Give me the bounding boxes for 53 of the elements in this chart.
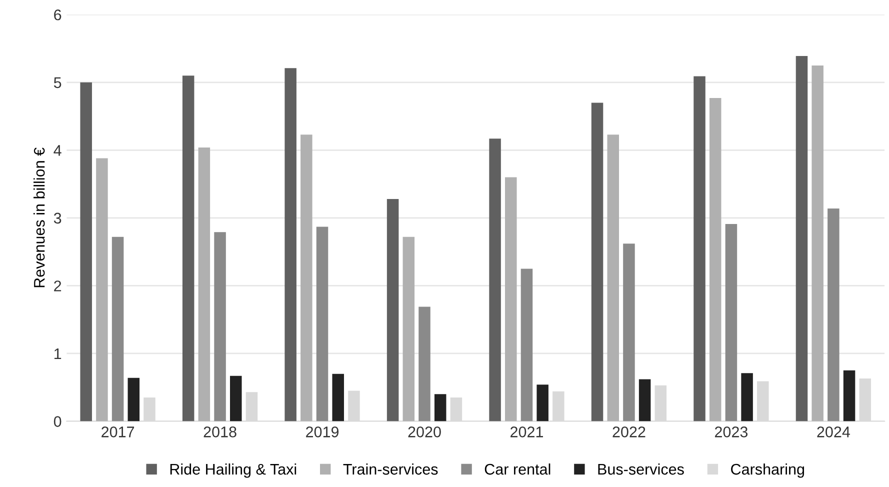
y-tick-label: 5 [54, 77, 62, 88]
x-tick-label: 2021 [510, 426, 543, 438]
bar [796, 56, 808, 422]
bar [418, 306, 430, 422]
bar [182, 76, 194, 422]
x-tick-label: 2024 [817, 426, 850, 438]
bar [812, 65, 824, 422]
bar [623, 244, 635, 422]
bar [96, 158, 108, 422]
bar [709, 98, 722, 422]
bar [80, 82, 92, 422]
x-tick-label: 2019 [306, 426, 339, 438]
bar [386, 198, 399, 422]
bar [591, 102, 604, 422]
y-tick-label: 2 [54, 280, 62, 292]
bar [214, 232, 226, 422]
bar [520, 268, 533, 422]
bar [434, 394, 446, 422]
bar [112, 236, 124, 422]
bar [741, 373, 753, 422]
y-tick-label: 4 [54, 145, 62, 156]
bar [316, 226, 328, 422]
x-tick-label: 2022 [612, 426, 646, 438]
y-tick-label: 3 [54, 212, 62, 224]
bar [638, 379, 651, 422]
bar [725, 224, 738, 422]
legend-label: Bus-services [598, 463, 684, 475]
y-tick-label: 6 [54, 9, 62, 20]
bar [536, 384, 548, 422]
x-tick-label: 2018 [204, 426, 236, 438]
legend-label: Ride Hailing & Taxi [170, 463, 296, 478]
legend-label: Train-services [343, 463, 438, 475]
bar [843, 370, 856, 422]
bar [402, 236, 415, 422]
bar [198, 147, 210, 422]
y-tick-label: 1 [54, 348, 62, 360]
legend-label: Car rental [484, 463, 550, 475]
bar [128, 378, 140, 422]
x-tick-label: 2020 [408, 426, 441, 438]
bar [230, 376, 242, 422]
legend-label: Carsharing [731, 463, 804, 478]
bar [300, 134, 312, 422]
x-tick-label: 2017 [102, 426, 134, 438]
bar [284, 68, 296, 422]
bar [828, 208, 840, 422]
y-tick-label: 0 [54, 416, 62, 427]
bar [505, 177, 517, 422]
y-axis-title: Revenues in billion € [34, 148, 45, 288]
bar [694, 76, 706, 422]
bar [607, 134, 619, 422]
x-tick-label: 2023 [714, 426, 748, 438]
bar [332, 374, 344, 422]
bar [489, 138, 501, 422]
